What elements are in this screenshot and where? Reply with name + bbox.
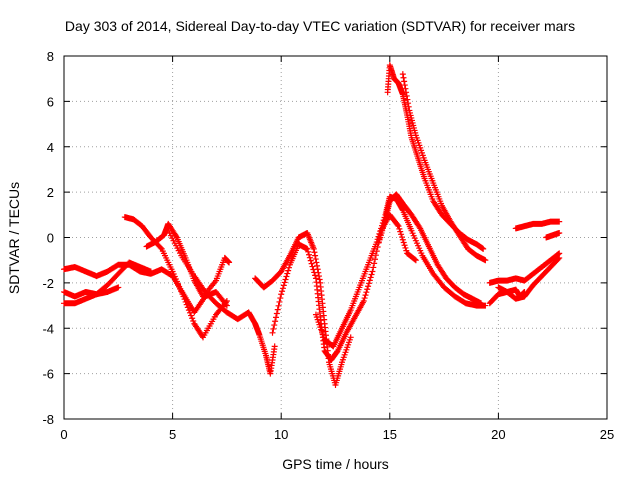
y-axis-label: SDTVAR / TECUs [6,181,22,295]
y-tick-label: -6 [42,367,54,382]
x-tick-label: 25 [600,427,614,442]
x-tick-label: 5 [169,427,176,442]
series-track-3 [61,284,122,300]
x-tick-label: 0 [60,427,67,442]
x-tick-label: 20 [491,427,505,442]
y-tick-label: 4 [47,140,54,155]
data-point-markers [61,284,122,300]
data-point-markers [543,229,563,241]
series-track-8 [269,211,419,364]
y-tick-label: 8 [47,49,54,64]
series-track-16 [512,218,563,232]
data-point-markers [269,211,419,364]
data-point-markers [495,284,528,300]
y-tick-label: 0 [47,231,54,246]
data-point-markers [165,227,278,377]
y-tick-label: 6 [47,94,54,109]
y-tick-label: -8 [42,412,54,427]
plot-frame [63,55,608,420]
series-track-11 [384,62,487,252]
data-point-markers [143,220,233,300]
data-point-markers [486,250,563,286]
series-track-15 [495,284,528,300]
x-tick-label: 15 [383,427,397,442]
y-tick-label: -2 [42,276,54,291]
y-tick-label: 2 [47,185,54,200]
series-track-7 [252,229,354,388]
y-tick-label: -4 [42,321,54,336]
data-point-markers [252,229,354,388]
data-point-markers [375,191,485,307]
chart-title: Day 303 of 2014, Sidereal Day-to-day VTE… [64,18,576,34]
data-point-markers [384,62,487,252]
series-track-9 [312,193,489,350]
series-track-5 [143,220,233,300]
data-point-markers [512,218,563,232]
series-track-10 [375,191,485,307]
series-track-13 [486,250,563,286]
data-point-markers [312,193,489,350]
x-tick-label: 10 [274,427,288,442]
series-track-12 [399,71,489,264]
x-axis-label: GPS time / hours [282,456,389,472]
series-track-6 [165,227,278,377]
data-point-markers [399,71,489,264]
series-track-17 [543,229,563,241]
